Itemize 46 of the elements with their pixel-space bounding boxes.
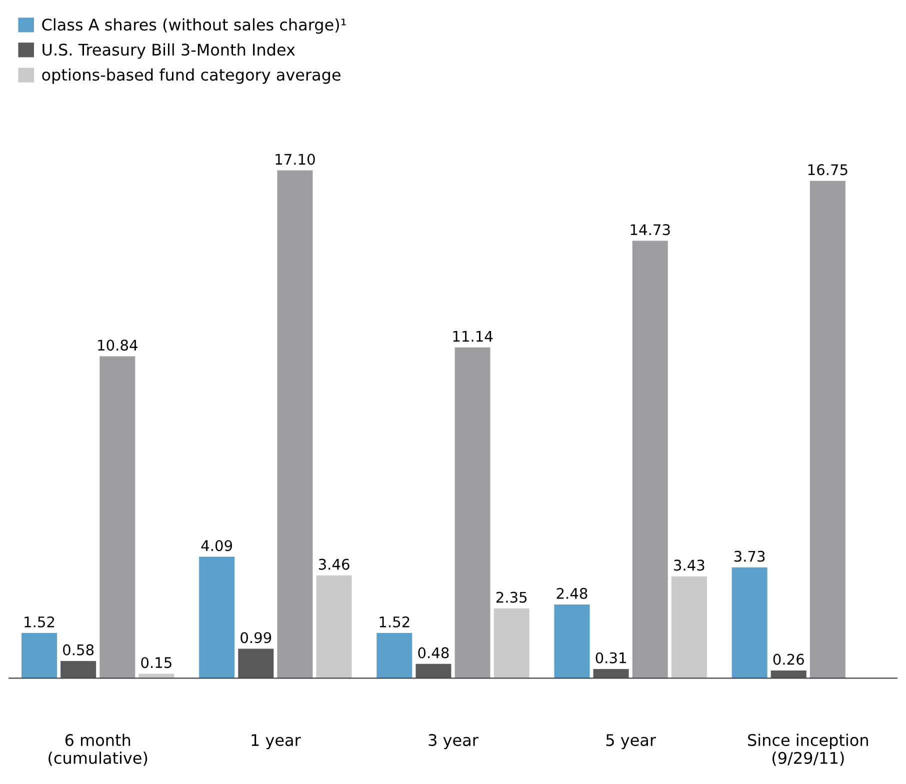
bar: [732, 567, 768, 678]
data-label: 0.31: [596, 652, 626, 664]
bar: [199, 556, 235, 678]
bar: [60, 660, 96, 678]
x-tick-label: 6 month (cumulative): [48, 734, 148, 766]
legend-label: options-based fund category average: [42, 68, 340, 84]
bar: [100, 356, 136, 678]
data-label: 17.10: [276, 154, 315, 165]
bar: [138, 674, 174, 678]
data-label: 3.46: [318, 558, 350, 570]
bar: [671, 576, 707, 678]
data-label: 0.48: [418, 647, 449, 658]
x-tick-label: 5 year: [606, 734, 656, 750]
bar: [593, 668, 629, 678]
data-label: 16.75: [808, 164, 848, 176]
bar: [376, 633, 412, 678]
x-tick-label: 3 year: [428, 734, 478, 750]
data-label: 4.09: [201, 540, 232, 552]
data-label: 0.58: [63, 644, 94, 656]
legend-label: U.S. Treasury Bill 3-Month Index: [42, 43, 295, 59]
data-label: 0.99: [240, 632, 272, 644]
data-label: 1.52: [24, 616, 54, 628]
data-label: 1.52: [380, 616, 410, 628]
bar: [21, 633, 58, 678]
bar: [416, 664, 452, 678]
bar: [770, 670, 806, 678]
bar: [238, 648, 274, 678]
bar: [277, 170, 313, 678]
bar: [554, 604, 590, 678]
bar: [810, 180, 846, 678]
data-label: 0.15: [141, 657, 172, 668]
bar: [454, 347, 490, 678]
data-label: 10.84: [98, 340, 138, 351]
data-label: 3.43: [674, 560, 704, 571]
x-tick-label: 1 year: [252, 734, 301, 750]
x-tick-label: Since inception (9/29/11): [748, 734, 868, 766]
bar: [632, 240, 668, 678]
data-label: 2.35: [496, 592, 527, 603]
data-label: 3.73: [734, 550, 765, 562]
data-label: 0.26: [773, 654, 804, 665]
bar: [316, 575, 352, 678]
data-label: 14.73: [630, 224, 670, 236]
legend-label: Class A shares (without sales charge)¹: [42, 18, 346, 34]
data-label: 2.48: [556, 588, 588, 599]
bar: [494, 608, 530, 678]
data-label: 11.14: [453, 330, 493, 342]
